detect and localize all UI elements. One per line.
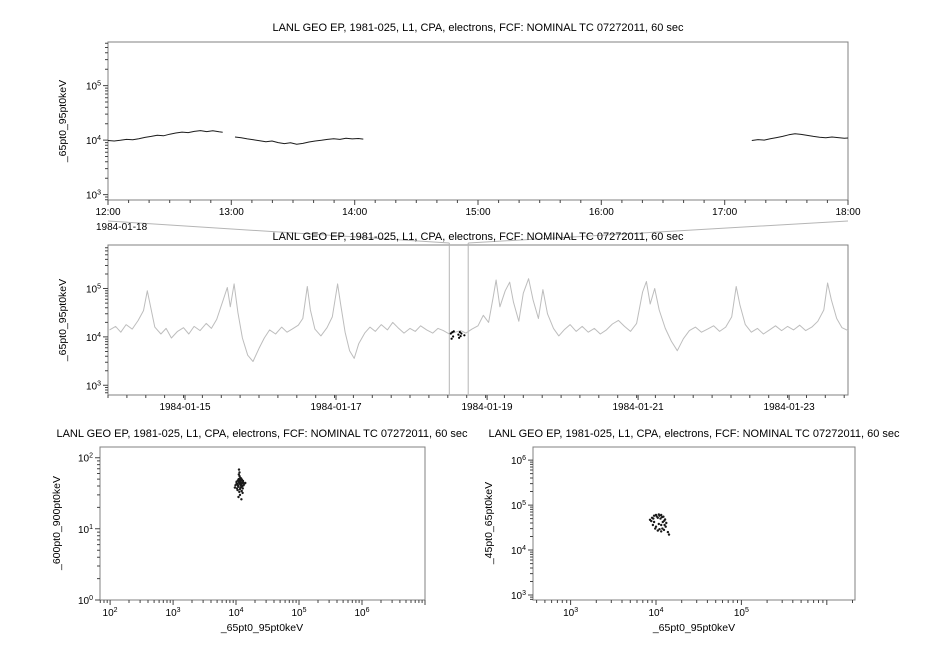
- svg-text:102: 102: [78, 453, 93, 465]
- context-overview-plot-area[interactable]: [108, 245, 848, 395]
- svg-text:1984-01-21: 1984-01-21: [613, 402, 665, 413]
- scatter-right-plot-area[interactable]: [533, 447, 855, 600]
- svg-text:1984-01-23: 1984-01-23: [764, 402, 816, 413]
- svg-text:13:00: 13:00: [219, 207, 244, 218]
- axes-layer: 12:00 13:00 14:00 15:00 16:00 17:00 18:00 103 10…: [78, 41, 861, 619]
- svg-text:14:00: 14:00: [342, 207, 367, 218]
- svg-text:105: 105: [292, 607, 307, 619]
- svg-text:104: 104: [86, 135, 101, 147]
- svg-text:1984-01-15: 1984-01-15: [159, 402, 211, 413]
- overview-panel-title: LANL GEO EP, 1981-025, L1, CPA, electron…: [272, 231, 684, 243]
- scatter-left-x-axis-label: _65pt0_95pt0keV: [220, 622, 303, 634]
- svg-text:12:00: 12:00: [95, 207, 120, 218]
- series-layer: [107, 130, 849, 536]
- zoom-connector: [107, 220, 849, 395]
- svg-text:1984-01-19: 1984-01-19: [461, 402, 513, 413]
- svg-text:102: 102: [103, 607, 118, 619]
- svg-text:105: 105: [86, 284, 101, 296]
- svg-text:18:00: 18:00: [835, 207, 860, 218]
- scatter-right-title: LANL GEO EP, 1981-025, L1, CPA, electron…: [488, 428, 900, 440]
- overview-y-axis-label: _65pt0_95pt0keV: [57, 279, 69, 362]
- svg-text:103: 103: [86, 190, 101, 202]
- svg-text:17:00: 17:00: [712, 207, 737, 218]
- svg-text:104: 104: [86, 332, 101, 344]
- svg-text:103: 103: [166, 607, 181, 619]
- svg-text:105: 105: [734, 607, 749, 619]
- svg-text:100: 100: [78, 595, 93, 607]
- top-x-axis-date-label: 1984-01-18: [96, 222, 148, 233]
- scatter-left-y-axis-label: _600pt0_900pt0keV: [51, 476, 63, 571]
- svg-text:104: 104: [229, 607, 244, 619]
- top-time-series-plot-area[interactable]: [108, 42, 848, 200]
- scatter-right-y-axis-label: _45pt0_65pt0keV: [483, 482, 495, 565]
- svg-text:106: 106: [354, 607, 369, 619]
- svg-text:105: 105: [86, 81, 101, 93]
- svg-text:16:00: 16:00: [589, 207, 614, 218]
- scatter-left-title: LANL GEO EP, 1981-025, L1, CPA, electron…: [56, 428, 468, 440]
- svg-text:104: 104: [511, 545, 526, 557]
- top-y-axis-label: _65pt0_95pt0keV: [57, 80, 69, 163]
- svg-text:1984-01-17: 1984-01-17: [310, 402, 362, 413]
- svg-text:103: 103: [563, 607, 578, 619]
- svg-text:105: 105: [511, 500, 526, 512]
- scatter-right-x-axis-label: _65pt0_95pt0keV: [652, 622, 735, 634]
- svg-text:106: 106: [511, 455, 526, 467]
- svg-text:103: 103: [511, 590, 526, 602]
- svg-text:103: 103: [86, 380, 101, 392]
- svg-text:104: 104: [648, 607, 663, 619]
- scatter-left-plot-area[interactable]: [100, 447, 425, 600]
- svg-text:15:00: 15:00: [465, 207, 490, 218]
- svg-text:101: 101: [78, 524, 93, 536]
- top-panel-title: LANL GEO EP, 1981-025, L1, CPA, electron…: [272, 22, 684, 34]
